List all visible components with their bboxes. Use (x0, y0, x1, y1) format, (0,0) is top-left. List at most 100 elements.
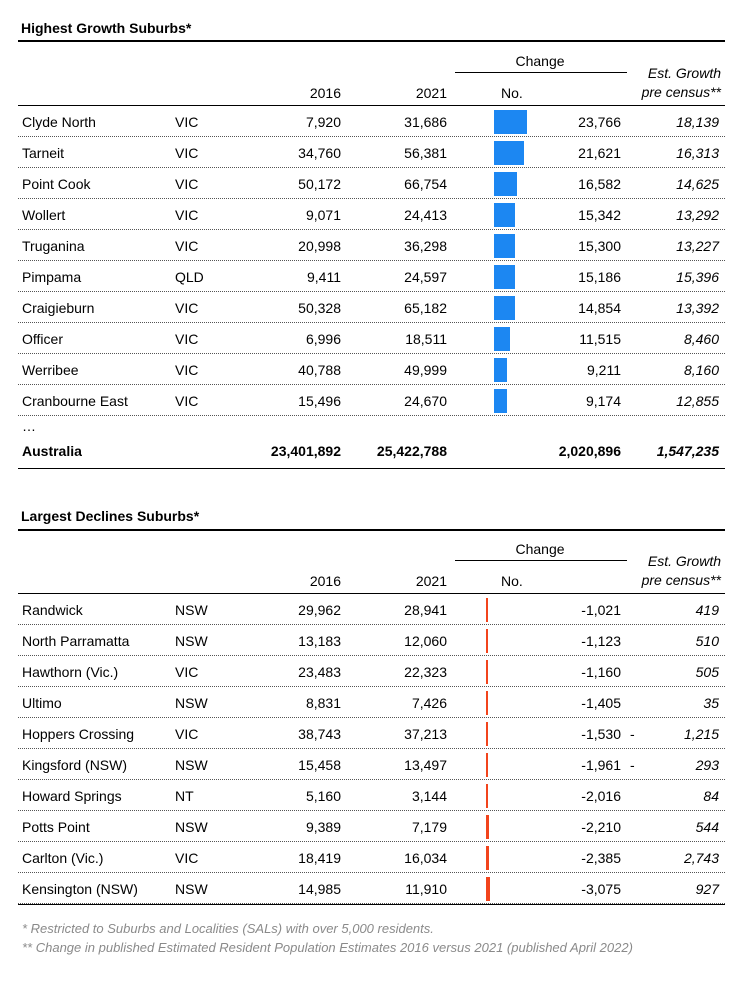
value-2021-cell: 24,597 (404, 269, 447, 285)
declines-header-rule (18, 593, 725, 594)
sign-dash: - (630, 757, 635, 773)
est-growth-cell: 16,313 (676, 145, 719, 161)
growth-section: Highest Growth Suburbs* Change 2016 2021… (18, 20, 725, 470)
change-cell: -2,210 (581, 819, 621, 835)
state-cell: VIC (175, 850, 199, 866)
change-cell: -1,160 (581, 664, 621, 680)
change-cell: 16,582 (578, 176, 621, 192)
decline-bar (486, 784, 489, 808)
row-divider (18, 384, 725, 385)
growth-total-2016: 23,401,892 (270, 443, 341, 459)
suburb-cell: Point Cook (22, 176, 91, 192)
value-2021-cell: 3,144 (411, 788, 447, 804)
value-2021-cell: 36,298 (404, 238, 447, 254)
state-cell: VIC (175, 664, 199, 680)
value-2016-cell: 7,920 (305, 114, 341, 130)
change-cell: -2,016 (581, 788, 621, 804)
suburb-cell: Wollert (22, 207, 66, 223)
growth-end-rule (18, 468, 725, 469)
table-row: Ultimo NSW 8,831 7,426 -1,405 35 (18, 687, 725, 718)
row-divider (18, 717, 725, 718)
table-row: Kingsford (NSW) NSW 15,458 13,497 -1,961 293 - (18, 749, 725, 780)
state-cell: VIC (175, 114, 199, 130)
est-growth-cell: 510 (695, 633, 719, 649)
growth-total-est: 1,547,235 (656, 443, 719, 459)
growth-bar (494, 110, 527, 134)
state-cell: NSW (175, 757, 208, 773)
suburb-cell: Carlton (Vic.) (22, 850, 104, 866)
state-cell: VIC (175, 726, 199, 742)
growth-total-2021: 25,422,788 (376, 443, 447, 459)
value-2016-cell: 8,831 (305, 695, 341, 711)
suburb-cell: Kingsford (NSW) (22, 757, 128, 773)
growth-header-est-line1: Est. Growth (647, 65, 721, 81)
value-2016-cell: 9,389 (305, 819, 341, 835)
state-cell: VIC (175, 300, 199, 316)
footnote-1: * Restricted to Suburbs and Localities (… (22, 921, 434, 936)
suburb-cell: Hawthorn (Vic.) (22, 664, 119, 680)
suburb-cell: Kensington (NSW) (22, 881, 138, 897)
declines-end-rule (18, 904, 725, 905)
suburb-cell: Pimpama (22, 269, 82, 285)
value-2021-cell: 24,413 (404, 207, 447, 223)
decline-bar (486, 660, 488, 684)
declines-header-2021: 2021 (415, 573, 447, 589)
value-2021-cell: 56,381 (404, 145, 447, 161)
suburb-cell: Randwick (22, 602, 83, 618)
value-2016-cell: 13,183 (298, 633, 341, 649)
growth-title: Highest Growth Suburbs* (21, 20, 192, 36)
growth-bar (494, 141, 525, 165)
state-cell: VIC (175, 176, 199, 192)
declines-section: Largest Declines Suburbs* Change 2016 20… (18, 508, 725, 908)
est-growth-cell: 13,227 (676, 238, 719, 254)
growth-total-row: Australia 23,401,892 25,422,788 2,020,89… (18, 435, 725, 466)
value-2016-cell: 9,071 (305, 207, 341, 223)
row-divider (18, 353, 725, 354)
growth-bar (494, 265, 516, 289)
table-row: North Parramatta NSW 13,183 12,060 -1,123 510 (18, 625, 725, 656)
growth-bar (494, 389, 507, 413)
value-2021-cell: 24,670 (404, 393, 447, 409)
state-cell: VIC (175, 362, 199, 378)
decline-bar (486, 691, 488, 715)
change-cell: -1,530 (581, 726, 621, 742)
row-divider (18, 872, 725, 873)
est-growth-cell: 84 (703, 788, 719, 804)
growth-bar (494, 296, 515, 320)
table-row: Craigieburn VIC 50,328 65,182 14,854 13,392 (18, 292, 725, 323)
growth-bar (494, 234, 516, 258)
suburb-cell: Werribee (22, 362, 79, 378)
change-cell: -1,123 (581, 633, 621, 649)
est-growth-cell: 2,743 (683, 850, 719, 866)
state-cell: VIC (175, 238, 199, 254)
growth-title-rule (18, 40, 725, 42)
value-2021-cell: 7,179 (411, 819, 447, 835)
value-2021-cell: 22,323 (404, 664, 447, 680)
value-2021-cell: 65,182 (404, 300, 447, 316)
value-2021-cell: 13,497 (404, 757, 447, 773)
row-divider (18, 748, 725, 749)
growth-bar (494, 327, 510, 351)
table-row: Point Cook VIC 50,172 66,754 16,582 14,625 (18, 168, 725, 199)
declines-change-rule (455, 560, 627, 561)
value-2016-cell: 50,328 (298, 300, 341, 316)
suburb-cell: Truganina (22, 238, 85, 254)
row-divider (18, 655, 725, 656)
state-cell: NSW (175, 819, 208, 835)
value-2016-cell: 5,160 (305, 788, 341, 804)
state-cell: NSW (175, 602, 208, 618)
est-growth-cell: 8,160 (683, 362, 719, 378)
decline-bar (486, 877, 490, 901)
suburb-cell: Howard Springs (22, 788, 122, 804)
growth-change-rule (455, 72, 627, 73)
change-cell: -1,405 (581, 695, 621, 711)
value-2016-cell: 9,411 (307, 269, 341, 285)
table-row: Cranbourne East VIC 15,496 24,670 9,174 12,85… (18, 385, 725, 416)
value-2016-cell: 6,996 (305, 331, 341, 347)
table-row: Wollert VIC 9,071 24,413 15,342 13,292 (18, 199, 725, 230)
footnote-2: ** Change in published Estimated Residen… (22, 940, 633, 955)
table-row: Clyde North VIC 7,920 31,686 23,766 18,139 (18, 106, 725, 137)
growth-total-label: Australia (22, 443, 82, 459)
change-cell: 23,766 (578, 114, 621, 130)
state-cell: VIC (175, 393, 199, 409)
